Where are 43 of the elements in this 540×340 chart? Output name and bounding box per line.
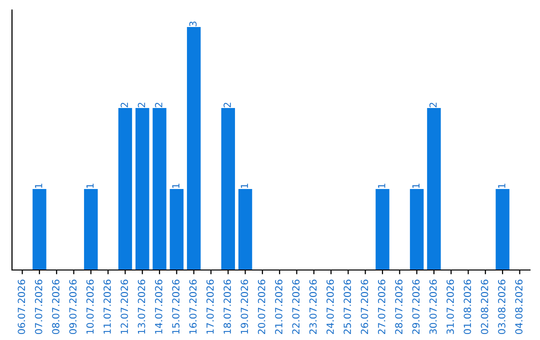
x-tick-label: 17.07.2026	[206, 280, 214, 334]
x-tick-label: 31.07.2026	[446, 280, 454, 334]
x-tick-label: 18.07.2026	[224, 280, 231, 334]
data-label: 1	[35, 184, 42, 188]
x-tick-label: 01.08.2026	[464, 280, 472, 334]
data-label: 1	[412, 184, 420, 188]
x-tick-label: 16.07.2026	[189, 280, 197, 334]
x-tick-label: 30.07.2026	[429, 280, 437, 334]
data-label: 1	[86, 184, 94, 188]
x-tick-label: 27.07.2026	[378, 280, 386, 334]
x-tick-label: 20.07.2026	[258, 280, 266, 334]
x-tick-label: 09.07.2026	[69, 280, 77, 334]
x-tick-label: 03.08.2026	[498, 280, 506, 334]
x-tick-label: 13.07.2026	[138, 280, 146, 334]
x-tick-label: 29.07.2026	[412, 280, 420, 334]
data-label: 2	[138, 102, 146, 108]
data-label: 2	[154, 102, 162, 108]
x-tick-label: 21.07.2026	[275, 280, 282, 334]
x-tick-label: 28.07.2026	[395, 280, 402, 334]
x-tick-label: 11.07.2026	[104, 280, 111, 334]
x-tick-label: 02.08.2026	[480, 280, 488, 334]
data-label: 2	[429, 102, 437, 108]
x-tick-label: 26.07.2026	[360, 280, 368, 334]
x-tick-label: 07.07.2026	[34, 280, 42, 334]
x-tick-label: 25.07.2026	[344, 280, 352, 334]
x-tick-label: 24.07.2026	[326, 280, 334, 334]
data-label: 2	[224, 102, 231, 108]
x-tick-label: 04.08.2026	[515, 280, 523, 334]
x-tick-label: 12.07.2026	[120, 280, 128, 334]
data-label: 1	[172, 184, 180, 188]
data-label: 2	[120, 102, 128, 108]
x-tick-label: 14.07.2026	[154, 280, 162, 334]
data-label: 1	[498, 184, 506, 188]
x-tick-label: 08.07.2026	[52, 280, 60, 334]
x-tick-label: 22.07.2026	[292, 280, 300, 334]
data-label: 1	[240, 184, 248, 188]
x-tick-label: 15.07.2026	[172, 280, 180, 334]
data-label: 1	[378, 184, 386, 188]
x-tick-label: 10.07.2026	[86, 280, 94, 334]
data-label: 3	[189, 22, 197, 26]
x-tick-label: 06.07.2026	[18, 280, 26, 334]
x-tick-label: 23.07.2026	[309, 280, 317, 334]
x-tick-label: 19.07.2026	[240, 280, 248, 334]
